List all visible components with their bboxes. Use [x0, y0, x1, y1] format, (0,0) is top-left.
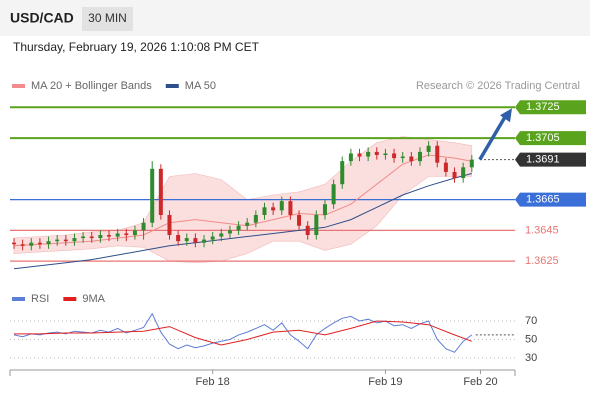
candle-body: [29, 242, 34, 246]
candle-body: [409, 156, 414, 162]
candle-body: [374, 151, 379, 155]
candle-body: [46, 241, 51, 245]
legend-label: 9MA: [82, 293, 105, 305]
candle-body: [219, 233, 224, 237]
candle-body: [98, 235, 103, 239]
candle-body: [357, 153, 362, 157]
level-label: 1.3645: [525, 224, 559, 236]
legend-swatch: [63, 297, 77, 301]
moving-average: [13, 173, 472, 270]
level-tag: [515, 192, 586, 207]
candle-body: [63, 239, 68, 242]
candle-body: [469, 159, 474, 168]
candle-body: [150, 168, 155, 223]
candle-body: [115, 233, 120, 237]
candle-body: [435, 145, 440, 163]
candle-body: [37, 242, 42, 245]
candle-body: [452, 171, 457, 179]
candle-body: [107, 235, 112, 237]
candle-body: [366, 151, 371, 157]
candle-body: [297, 215, 302, 226]
candle-body: [392, 153, 397, 159]
level-label: 1.3665: [526, 194, 560, 206]
candle-body: [426, 145, 431, 152]
arrow-head: [500, 108, 512, 123]
candle-body: [262, 207, 267, 215]
candle-body: [331, 184, 336, 205]
x-tick-label: Feb 18: [196, 376, 230, 388]
candle-body: [89, 236, 94, 239]
candle-body: [210, 236, 215, 240]
candle-body: [383, 153, 388, 155]
candle-body: [55, 239, 60, 242]
x-tick-label: Feb 20: [463, 376, 497, 388]
legend-swatch: [12, 84, 25, 88]
candle-body: [236, 225, 241, 231]
legend-swatch: [165, 84, 179, 88]
candle-body: [141, 222, 146, 231]
candle-body: [253, 215, 258, 223]
level-label: 1.3705: [526, 132, 560, 144]
candle-body: [193, 238, 198, 243]
candle-body: [443, 162, 448, 172]
datetime: Thursday, February 19, 2026 1:10:08 PM C…: [13, 40, 260, 54]
candle-body: [176, 235, 181, 242]
legend-label: MA 50: [185, 80, 216, 92]
timeframe-button[interactable]: [82, 7, 133, 31]
timeframe: 30 MIN: [88, 11, 127, 25]
candle-body: [288, 201, 293, 215]
candle-body: [461, 167, 466, 179]
candle-body: [322, 204, 327, 215]
candle-body: [400, 156, 405, 159]
candle-body: [340, 161, 345, 185]
level-tag: [515, 131, 586, 146]
legend-swatch: [12, 297, 25, 301]
level-label: 1.3625: [525, 255, 559, 267]
candle-body: [12, 242, 16, 245]
level-label: 1.3691: [526, 154, 560, 166]
candle-body: [72, 238, 77, 242]
legend-label: RSI: [31, 293, 49, 305]
symbol: USD/CAD: [10, 10, 74, 26]
candle-body: [271, 207, 276, 211]
candle-body: [417, 151, 422, 162]
candle-body: [305, 225, 310, 235]
candle-body: [81, 236, 86, 239]
credit: Research © 2026 Trading Central: [416, 80, 580, 92]
candle-body: [158, 168, 163, 215]
candle-body: [132, 230, 137, 235]
x-tick-label: Feb 19: [368, 376, 402, 388]
projection-arrow: [478, 114, 508, 161]
level-tag: [515, 100, 586, 115]
indicator-line: [14, 320, 472, 346]
candle-body: [20, 244, 25, 246]
y-tick-label: 50: [525, 333, 537, 345]
legend-label: MA 20 + Bollinger Bands: [31, 80, 152, 92]
candle-body: [227, 230, 232, 234]
candle-body: [124, 233, 129, 235]
level-label: 1.3725: [526, 101, 560, 113]
candle-body: [279, 201, 284, 211]
candle-body: [167, 215, 172, 235]
level-tag: [515, 152, 586, 167]
y-tick-label: 30: [525, 352, 537, 364]
candle-body: [245, 222, 250, 226]
candle-body: [202, 239, 207, 243]
candle-body: [314, 215, 319, 235]
candle-body: [348, 153, 353, 162]
candle-body: [184, 238, 189, 242]
y-tick-label: 70: [525, 315, 537, 327]
